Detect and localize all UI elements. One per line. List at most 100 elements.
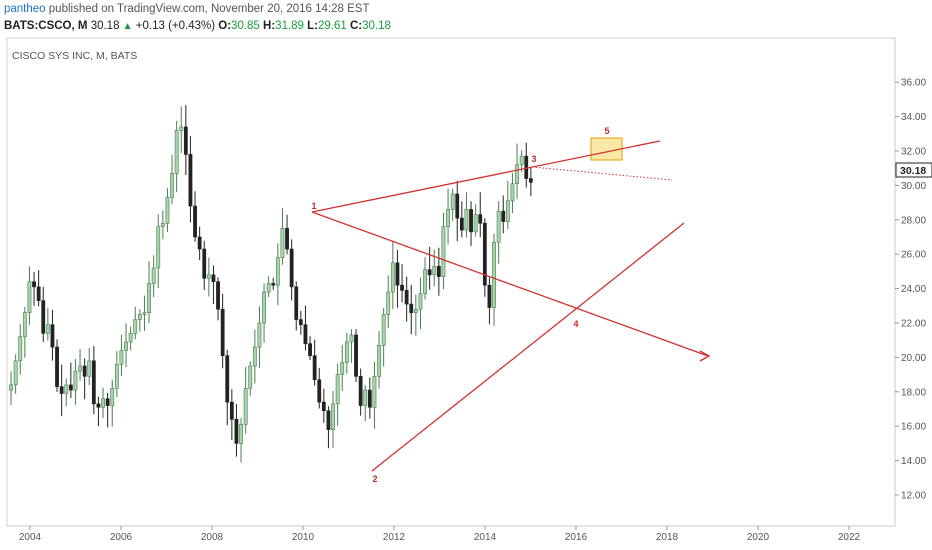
candle-body (225, 355, 230, 403)
y-tick-label: 14.00 (901, 456, 926, 467)
candle-body (294, 286, 299, 320)
candle-body (68, 384, 73, 391)
quote-line: BATS:CSCO, M 30.18 ▲ +0.13 (+0.43%) O:30… (4, 20, 391, 32)
time-axis[interactable]: 2004 2006 2008 2010 2012 2014 2016 2018 2020 2022 (19, 526, 861, 543)
candle-body (257, 322, 262, 348)
candle-body (124, 341, 128, 351)
candle-body (515, 164, 519, 184)
candle-body (331, 403, 335, 430)
candle-body (271, 283, 276, 286)
candle-body (114, 363, 119, 389)
candle-body (280, 228, 285, 258)
price-axis[interactable]: 12.00 14.00 16.00 18.00 20.00 22.00 24.00 26.00… (895, 78, 926, 502)
candle-body (321, 401, 326, 412)
candle-body (78, 365, 82, 372)
candle-body (469, 209, 473, 233)
candle-body (36, 286, 41, 301)
candle-body (252, 346, 257, 367)
candle-body (165, 197, 170, 224)
x-tick-label: 2010 (292, 532, 315, 543)
symbol-label: BATS:CSCO, M (4, 20, 88, 32)
low-value: 29.61 (318, 20, 347, 32)
candle-body (82, 365, 87, 377)
point-label-1: 1 (311, 201, 316, 211)
candle-body (197, 236, 202, 250)
candle-body (354, 334, 358, 377)
candle-body (308, 343, 312, 356)
candle-body (524, 155, 529, 179)
up-arrow-icon: ▲ (122, 21, 133, 32)
candle-body (381, 314, 386, 346)
x-tick-label: 2016 (565, 532, 588, 543)
candle-body (9, 384, 13, 391)
candle-body (441, 226, 446, 277)
candle-body (156, 226, 161, 269)
arrow-head (699, 350, 711, 362)
point-label-5: 5 (604, 126, 609, 136)
candle-body (133, 319, 138, 334)
publish-info: pantheo published on TradingView.com, No… (4, 3, 370, 15)
candle-body (22, 312, 27, 338)
plot-area[interactable] (6, 37, 896, 527)
y-tick-label: 28.00 (901, 215, 926, 226)
y-tick-label: 22.00 (901, 319, 926, 330)
candle-body (501, 210, 506, 222)
candle-body (183, 126, 188, 155)
candle-body (160, 222, 165, 227)
candle-body (170, 173, 174, 198)
candle-body (27, 281, 32, 313)
candle-body (446, 209, 450, 227)
candle-body (455, 193, 460, 219)
candle-body (372, 376, 377, 408)
chart-title: CISCO SYS INC, M, BATS (12, 50, 137, 62)
candle-body (64, 384, 69, 394)
candle-body (147, 283, 151, 313)
candle-body (211, 274, 216, 283)
candle-body (174, 130, 179, 174)
candle-body (73, 370, 78, 391)
close-label: C: (350, 20, 363, 32)
candle-body (335, 374, 340, 405)
candle-body (496, 210, 501, 243)
y-tick-label: 24.00 (901, 284, 926, 295)
author-link[interactable]: pantheo (4, 3, 46, 15)
last-price-box (895, 162, 932, 178)
candle-body (413, 308, 418, 313)
candle-body (312, 355, 317, 381)
candle-body (492, 241, 496, 308)
candle-body (202, 248, 207, 279)
candle-body (41, 300, 46, 334)
candle-body (473, 214, 478, 233)
candle-body (464, 209, 469, 231)
last-price-tag: 30.18 (895, 162, 932, 178)
candle-body (229, 401, 234, 420)
y-tick-label: 36.00 (901, 78, 926, 89)
point-label-3: 3 (531, 154, 536, 164)
candle-body (450, 193, 455, 210)
candle-body (418, 293, 423, 310)
x-tick-label: 2014 (474, 532, 497, 543)
publish-text: published on TradingView.com, November 2… (48, 3, 370, 15)
candle-body (528, 178, 533, 183)
candle-body (110, 388, 115, 406)
candle-body (128, 333, 133, 343)
candle-body (377, 345, 381, 377)
candle-body (423, 269, 427, 295)
candle-body (87, 360, 92, 377)
candle-body (436, 265, 441, 277)
candle-body (358, 376, 363, 406)
candle-body (289, 248, 294, 288)
close-value: 30.18 (362, 20, 391, 32)
candle-body (18, 336, 23, 362)
highlight-box (590, 137, 623, 161)
lower-trendline (371, 222, 685, 472)
y-tick-label: 30.00 (901, 181, 926, 192)
candle-body (326, 410, 331, 430)
candle-body (32, 281, 36, 288)
candle-body (409, 303, 414, 313)
last-price-tag-text: 30.18 (900, 165, 926, 177)
dotted-level (531, 166, 673, 181)
candle-body (179, 126, 184, 131)
candle-body (91, 360, 96, 405)
